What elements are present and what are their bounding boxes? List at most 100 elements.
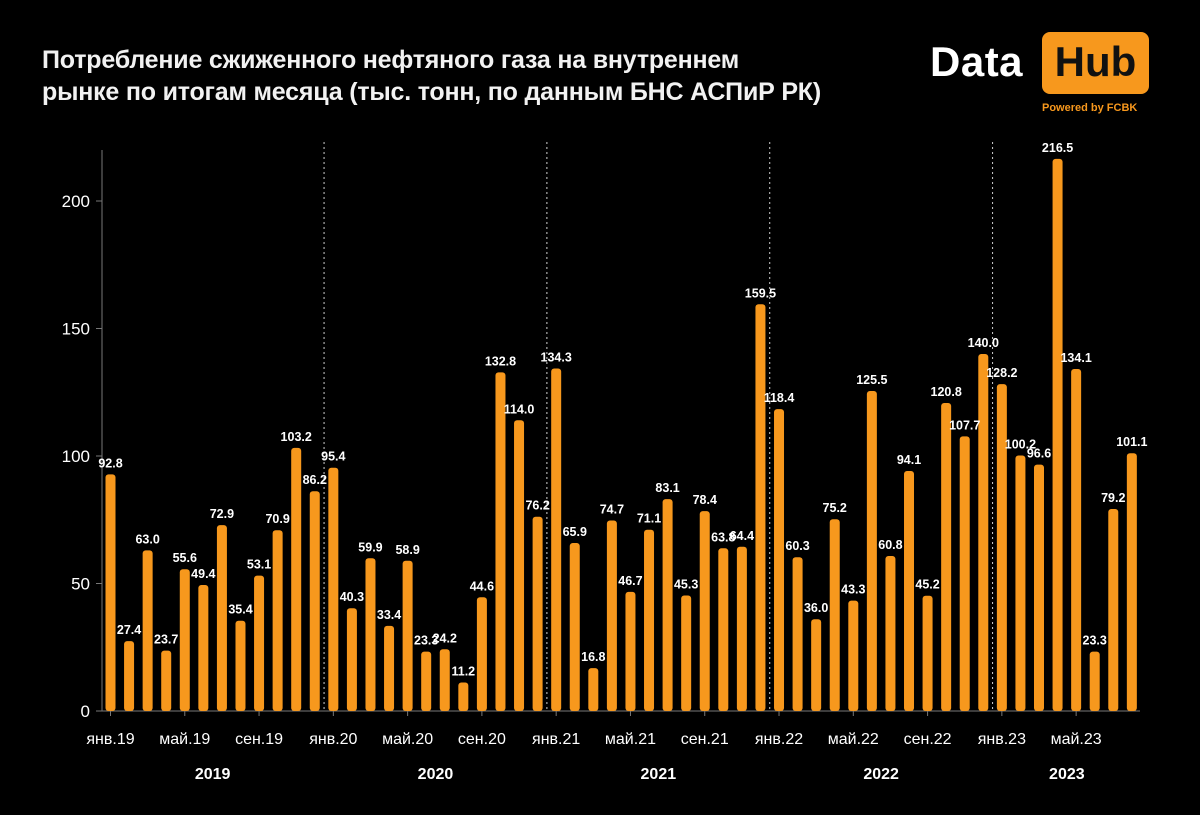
bar-июл.21 bbox=[662, 499, 673, 711]
value-label: 86.2 bbox=[303, 473, 327, 487]
value-label: 27.4 bbox=[117, 623, 141, 637]
bar-ноя.21 bbox=[736, 546, 747, 711]
value-label: 23.3 bbox=[1083, 634, 1107, 648]
value-label: 134.3 bbox=[541, 351, 572, 365]
x-tick-label: янв.19 bbox=[86, 731, 134, 748]
value-label: 140.0 bbox=[968, 336, 999, 350]
x-tick-label: янв.23 bbox=[978, 731, 1026, 748]
value-label: 120.8 bbox=[931, 385, 962, 399]
value-label: 101.1 bbox=[1116, 435, 1147, 449]
value-label: 78.4 bbox=[693, 493, 717, 507]
value-label: 134.1 bbox=[1060, 351, 1091, 365]
bar-сен.20 bbox=[476, 597, 487, 711]
value-label: 60.8 bbox=[878, 538, 902, 552]
value-label: 63.8 bbox=[711, 530, 735, 544]
value-label: 95.4 bbox=[321, 450, 345, 464]
value-label: 76.2 bbox=[525, 499, 549, 513]
bar-апр.21 bbox=[606, 520, 617, 711]
bar-авг.23 bbox=[1126, 453, 1137, 711]
bar-ноя.20 bbox=[514, 420, 525, 711]
y-tick-label: 200 bbox=[62, 192, 90, 211]
year-label: 2023 bbox=[1049, 766, 1085, 783]
value-label: 58.9 bbox=[395, 543, 419, 557]
bar-дек.22 bbox=[978, 354, 989, 711]
bar-мар.20 bbox=[365, 558, 376, 711]
bar-фев.20 bbox=[346, 608, 357, 711]
bar-май.19 bbox=[179, 569, 190, 711]
x-tick-label: янв.20 bbox=[309, 731, 357, 748]
value-label: 43.3 bbox=[841, 583, 865, 597]
value-label: 159.5 bbox=[745, 286, 776, 300]
value-label: 79.2 bbox=[1101, 491, 1125, 505]
value-label: 55.6 bbox=[173, 551, 197, 565]
bar-мар.23 bbox=[1034, 464, 1044, 711]
logo-word-hub: Hub bbox=[1054, 38, 1137, 85]
value-label: 40.3 bbox=[340, 590, 364, 604]
value-label: 53.1 bbox=[247, 558, 271, 572]
value-label: 114.0 bbox=[504, 402, 535, 416]
bar-фев.19 bbox=[124, 641, 135, 711]
bar-окт.21 bbox=[718, 548, 729, 711]
bar-май.20 bbox=[402, 560, 413, 711]
value-label: 63.0 bbox=[135, 532, 159, 546]
bar-фев.21 bbox=[569, 542, 580, 711]
value-label: 65.9 bbox=[563, 525, 587, 539]
value-label: 45.2 bbox=[915, 578, 939, 592]
value-label: 92.8 bbox=[98, 456, 122, 470]
value-label: 71.1 bbox=[637, 512, 661, 526]
value-label: 103.2 bbox=[281, 430, 312, 444]
bar-авг.22 bbox=[904, 471, 915, 711]
value-label: 11.2 bbox=[452, 664, 476, 678]
bar-май.23 bbox=[1071, 369, 1082, 711]
x-tick-label: май.23 bbox=[1051, 731, 1102, 748]
bar-янв.22 bbox=[774, 409, 785, 711]
datahub-logo: Data Hub Powered by FCBK bbox=[930, 32, 1155, 122]
bar-янв.21 bbox=[551, 368, 562, 711]
bar-июн.19 bbox=[198, 585, 209, 711]
y-tick-label: 0 bbox=[81, 702, 90, 721]
x-tick-label: май.20 bbox=[382, 731, 433, 748]
bar-янв.23 bbox=[996, 384, 1007, 711]
value-label: 44.6 bbox=[470, 579, 494, 593]
bar-июл.19 bbox=[216, 525, 227, 711]
bar-апр.19 bbox=[161, 650, 172, 711]
bar-авг.20 bbox=[458, 682, 469, 711]
bar-сен.21 bbox=[699, 511, 710, 711]
year-label: 2020 bbox=[418, 766, 454, 783]
value-label: 64.4 bbox=[730, 529, 754, 543]
value-label: 72.9 bbox=[210, 507, 234, 521]
bar-янв.19 bbox=[105, 474, 116, 711]
value-label: 35.4 bbox=[228, 603, 252, 617]
x-tick-label: сен.19 bbox=[235, 731, 283, 748]
bar-авг.19 bbox=[235, 620, 246, 711]
value-label: 45.3 bbox=[674, 577, 698, 591]
bar-июл.20 bbox=[439, 649, 450, 711]
bar-ноя.19 bbox=[291, 447, 302, 711]
bar-ноя.22 bbox=[959, 436, 970, 711]
x-tick-label: сен.21 bbox=[681, 731, 729, 748]
chart-title: Потребление сжиженного нефтяного газа на… bbox=[42, 44, 902, 108]
value-label: 23.3 bbox=[414, 634, 438, 648]
value-label: 75.2 bbox=[823, 501, 847, 515]
bar-окт.19 bbox=[272, 530, 283, 711]
bar-май.22 bbox=[848, 600, 859, 711]
x-tick-label: янв.22 bbox=[755, 731, 803, 748]
bar-июл.23 bbox=[1108, 509, 1119, 711]
value-label: 107.7 bbox=[949, 418, 980, 432]
bar-апр.23 bbox=[1052, 158, 1063, 712]
value-label: 216.5 bbox=[1042, 141, 1073, 155]
bar-окт.20 bbox=[495, 372, 506, 711]
value-label: 125.5 bbox=[856, 373, 887, 387]
x-tick-label: сен.22 bbox=[904, 731, 952, 748]
x-tick-label: янв.21 bbox=[532, 731, 580, 748]
logo-word-data: Data bbox=[930, 38, 1024, 85]
bar-июн.21 bbox=[644, 529, 655, 711]
bar-фев.22 bbox=[792, 557, 803, 711]
bar-июл.22 bbox=[885, 555, 896, 711]
bar-июн.23 bbox=[1089, 651, 1100, 711]
bar-июн.20 bbox=[421, 651, 432, 711]
value-label: 59.9 bbox=[358, 540, 382, 554]
value-label: 100.2 bbox=[1005, 437, 1036, 451]
value-label: 132.8 bbox=[485, 354, 516, 368]
